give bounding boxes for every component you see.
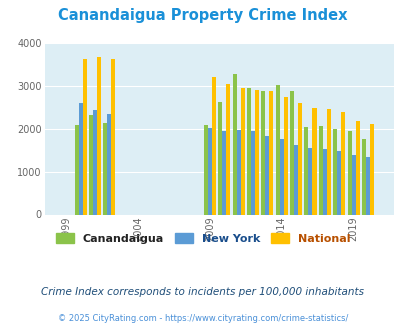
Bar — [82, 59, 86, 214]
Bar — [337, 151, 340, 214]
Text: Crime Index corresponds to incidents per 100,000 inhabitants: Crime Index corresponds to incidents per… — [41, 287, 364, 297]
Bar — [365, 157, 369, 214]
Bar — [254, 90, 258, 214]
Bar — [333, 129, 337, 214]
Bar — [369, 124, 373, 214]
Bar — [261, 91, 265, 214]
Bar — [232, 74, 236, 214]
Bar — [218, 102, 222, 214]
Bar — [289, 90, 293, 214]
Bar — [222, 131, 226, 214]
Bar — [250, 131, 254, 214]
Bar — [203, 125, 207, 214]
Bar — [269, 91, 273, 214]
Bar — [293, 145, 297, 214]
Bar — [93, 110, 97, 214]
Bar — [207, 128, 211, 214]
Bar — [297, 103, 301, 214]
Bar — [318, 126, 322, 214]
Bar — [107, 114, 111, 214]
Bar — [246, 87, 250, 214]
Legend: Canandaigua, New York, National: Canandaigua, New York, National — [56, 233, 349, 244]
Bar — [322, 149, 326, 214]
Bar — [111, 59, 115, 214]
Bar — [75, 125, 79, 214]
Bar — [312, 108, 316, 214]
Bar — [103, 123, 107, 214]
Bar — [236, 130, 240, 214]
Bar — [304, 127, 308, 214]
Bar — [265, 136, 269, 214]
Bar — [89, 115, 93, 214]
Bar — [275, 85, 279, 214]
Bar — [79, 103, 82, 214]
Text: © 2025 CityRating.com - https://www.cityrating.com/crime-statistics/: © 2025 CityRating.com - https://www.city… — [58, 314, 347, 323]
Bar — [347, 131, 351, 214]
Text: Canandaigua Property Crime Index: Canandaigua Property Crime Index — [58, 8, 347, 23]
Bar — [283, 97, 287, 214]
Bar — [211, 77, 215, 214]
Bar — [361, 139, 365, 214]
Bar — [97, 57, 101, 214]
Bar — [326, 109, 330, 214]
Bar — [279, 139, 283, 214]
Bar — [308, 148, 312, 214]
Bar — [240, 88, 244, 214]
Bar — [355, 120, 359, 214]
Bar — [340, 113, 344, 214]
Bar — [351, 155, 355, 214]
Bar — [226, 83, 230, 214]
